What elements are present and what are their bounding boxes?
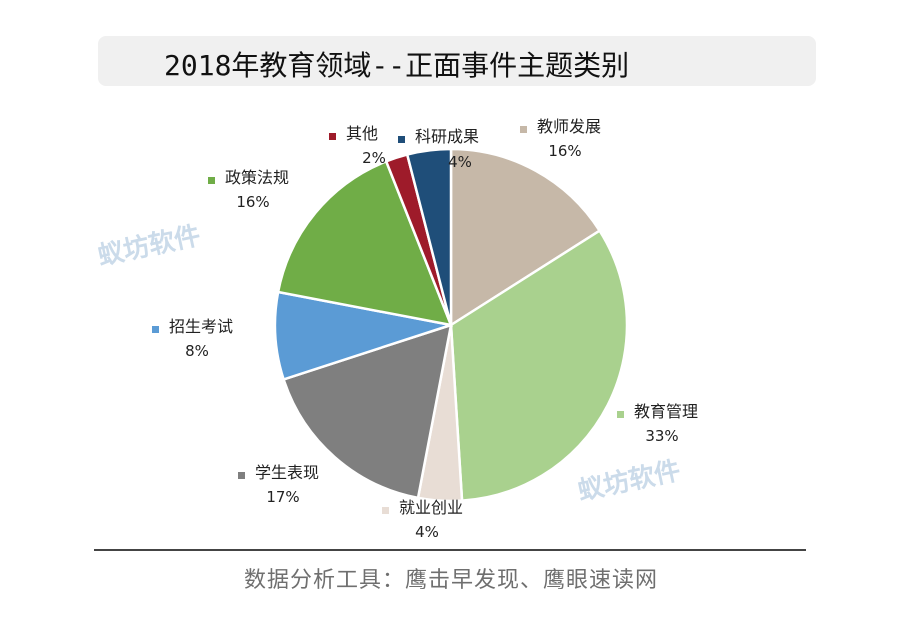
slice-percent-1: 33%	[645, 427, 678, 445]
slice-label-6: 其他	[346, 124, 378, 143]
legend-swatch-2	[382, 507, 389, 514]
slice-percent-0: 16%	[548, 142, 581, 160]
slice-label-4: 招生考试	[169, 317, 233, 336]
slice-percent-4: 8%	[185, 342, 209, 360]
legend-swatch-4	[152, 326, 159, 333]
pie-slice-3	[282, 323, 453, 500]
pie-slice-0	[449, 147, 602, 328]
watermark-text: 蚁坊软件	[95, 220, 203, 272]
footer-divider	[94, 549, 806, 551]
slice-percent-6: 2%	[362, 149, 386, 167]
pie-slice-1	[449, 228, 629, 502]
slice-percent-5: 16%	[236, 193, 269, 211]
pie-slice-5	[276, 159, 453, 327]
watermark-right: 蚁坊软件	[575, 455, 683, 507]
legend-swatch-3	[238, 472, 245, 479]
legend-swatch-1	[617, 411, 624, 418]
footer-source: 数据分析工具：鹰击早发现、鹰眼速读网	[243, 568, 658, 593]
pie-slices	[273, 147, 629, 503]
slice-label-3: 学生表现	[255, 463, 319, 482]
legend-swatch-6	[329, 133, 336, 140]
legend-swatch-5	[208, 177, 215, 184]
legend-swatch-0	[520, 126, 527, 133]
slice-label-0: 教师发展	[537, 117, 601, 136]
slice-label-1: 教育管理	[634, 402, 698, 421]
slice-label-2: 就业创业	[399, 498, 463, 517]
watermark-text: 蚁坊软件	[575, 455, 683, 507]
watermark-left: 蚁坊软件	[95, 220, 203, 272]
slice-percent-7: 4%	[448, 153, 472, 171]
legend-swatch-7	[398, 136, 405, 143]
pie-slice-7	[405, 147, 453, 326]
slice-label-7: 科研成果	[415, 127, 479, 146]
pie-labels: 教师发展 16% 教育管理 33% 就业创业 4% 学生表现 17% 招生考试 8% 政策法规 16%…	[152, 117, 698, 541]
title-banner: 2018年教育领域--正面事件主题类别	[98, 36, 816, 86]
slice-label-5: 政策法规	[225, 168, 289, 187]
slice-percent-2: 4%	[415, 523, 439, 541]
pie-slice-4	[273, 290, 452, 381]
slice-percent-3: 17%	[266, 488, 299, 506]
chart-title: 2018年教育领域--正面事件主题类别	[164, 49, 630, 82]
